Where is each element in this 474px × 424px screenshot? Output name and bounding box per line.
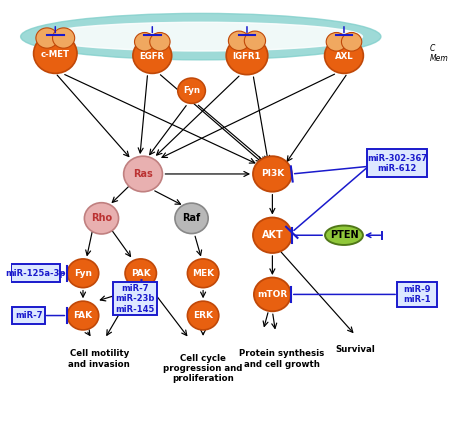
Circle shape <box>178 78 205 103</box>
Text: AXL: AXL <box>335 53 353 61</box>
Text: miR-7: miR-7 <box>15 311 42 320</box>
Text: FAK: FAK <box>73 311 92 320</box>
Ellipse shape <box>325 226 363 245</box>
Circle shape <box>254 277 291 311</box>
Text: Fyn: Fyn <box>74 269 92 278</box>
Text: Fyn: Fyn <box>183 86 200 95</box>
Circle shape <box>175 203 208 234</box>
Circle shape <box>253 218 292 253</box>
Circle shape <box>67 259 99 287</box>
Circle shape <box>67 301 99 330</box>
Text: Raf: Raf <box>182 213 201 223</box>
Text: ERK: ERK <box>193 311 213 320</box>
Text: MEK: MEK <box>192 269 214 278</box>
Circle shape <box>253 156 292 192</box>
Ellipse shape <box>39 22 363 51</box>
Text: Cell cycle
progression and
proliferation: Cell cycle progression and proliferation <box>164 354 243 383</box>
Text: miR-125a-3p: miR-125a-3p <box>6 269 66 278</box>
Text: IGFR1: IGFR1 <box>233 53 261 61</box>
Circle shape <box>187 259 219 287</box>
Circle shape <box>326 33 346 51</box>
Circle shape <box>325 38 364 73</box>
Circle shape <box>133 38 172 73</box>
Ellipse shape <box>21 14 381 60</box>
FancyBboxPatch shape <box>113 282 157 315</box>
Circle shape <box>226 36 268 75</box>
Text: C
Mem: C Mem <box>429 44 448 63</box>
Circle shape <box>187 301 219 330</box>
FancyBboxPatch shape <box>12 307 45 324</box>
Text: PAK: PAK <box>131 269 151 278</box>
Circle shape <box>34 33 77 73</box>
Text: miR-9
miR-1: miR-9 miR-1 <box>403 285 431 304</box>
Text: miR-7
miR-23b
miR-145: miR-7 miR-23b miR-145 <box>116 284 155 313</box>
Text: c-MET: c-MET <box>41 50 70 59</box>
Text: mTOR: mTOR <box>257 290 288 299</box>
Circle shape <box>135 33 155 51</box>
Text: PTEN: PTEN <box>329 230 358 240</box>
Circle shape <box>150 33 170 51</box>
Circle shape <box>36 28 58 48</box>
Text: Survival: Survival <box>336 345 375 354</box>
Text: PI3K: PI3K <box>261 170 284 179</box>
Text: miR-302-367
miR-612: miR-302-367 miR-612 <box>367 153 427 173</box>
Circle shape <box>124 156 163 192</box>
Circle shape <box>244 31 265 50</box>
Circle shape <box>84 203 118 234</box>
Circle shape <box>341 33 362 51</box>
FancyBboxPatch shape <box>397 282 438 307</box>
FancyBboxPatch shape <box>11 265 60 282</box>
Text: AKT: AKT <box>262 230 283 240</box>
Circle shape <box>125 259 156 287</box>
Text: EGFR: EGFR <box>140 53 165 61</box>
Text: Rho: Rho <box>91 213 112 223</box>
Text: Protein synthesis
and cell growth: Protein synthesis and cell growth <box>239 349 324 369</box>
Circle shape <box>228 31 250 50</box>
Circle shape <box>53 28 75 48</box>
Text: Cell motility
and invasion: Cell motility and invasion <box>68 349 130 369</box>
FancyBboxPatch shape <box>367 149 428 177</box>
Text: Ras: Ras <box>133 169 153 179</box>
